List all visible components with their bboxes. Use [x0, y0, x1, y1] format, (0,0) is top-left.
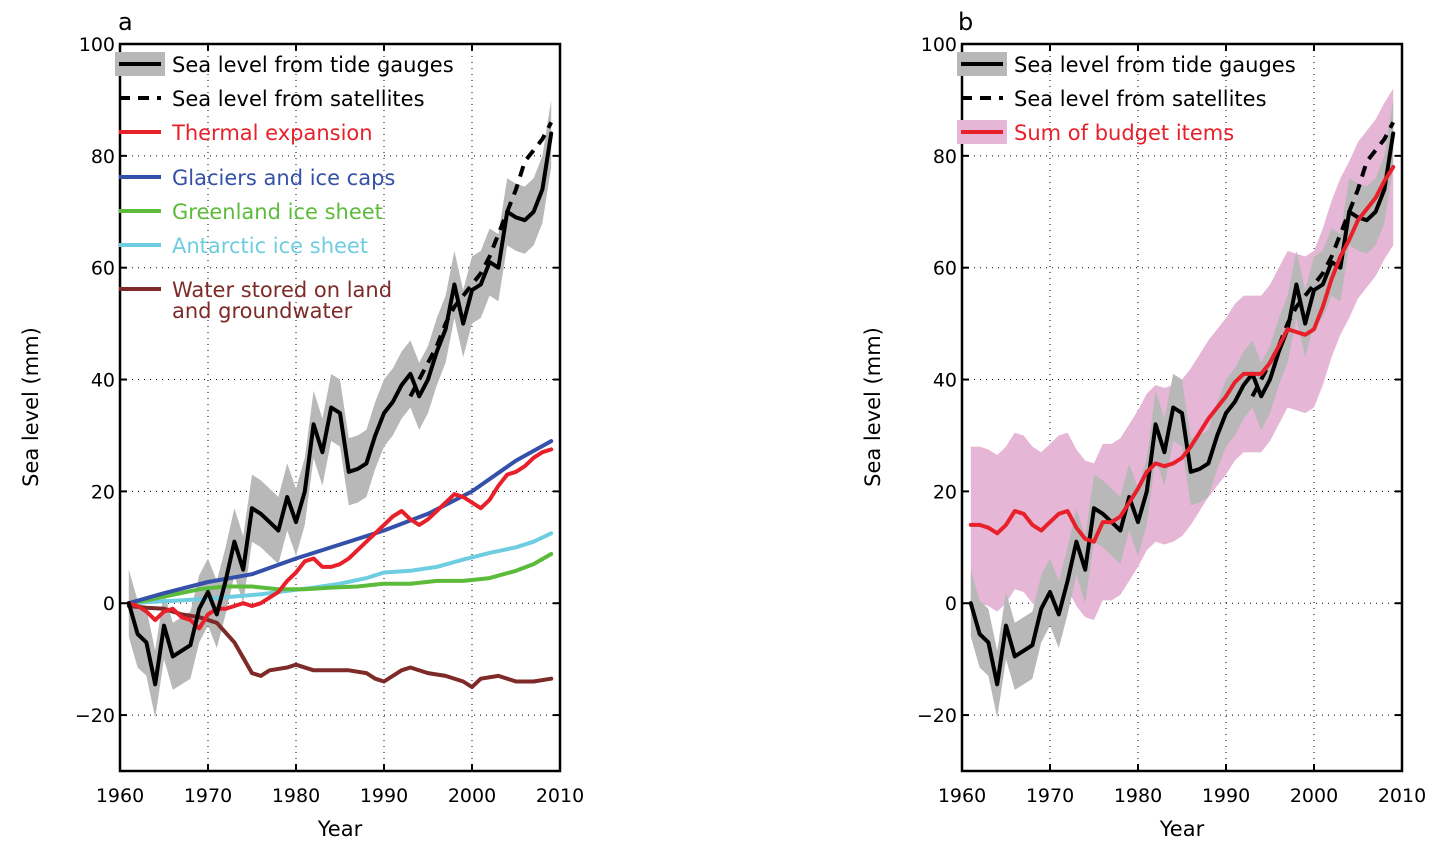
panel-b-y-tick-label: 0 — [945, 593, 957, 615]
panel-a-ticks: 1960 1970 1980 1990 2000 2010 −20 0 20 40 60 80 100 — [75, 34, 584, 807]
panel-b-series-line-2 — [968, 165, 1396, 544]
panel-b-y-tick-label: 40 — [933, 370, 957, 392]
panel-b-x-tick-label: 1990 — [1202, 785, 1250, 807]
panel-b-y-axis-label: Sea level (mm) — [861, 327, 885, 487]
panel-b-series-line-0 — [968, 131, 1396, 687]
panel-b-bands — [970, 88, 1394, 718]
panel-a-legend-label: Sea level from satellites — [172, 87, 425, 111]
panel-a-x-tick-label: 1980 — [272, 785, 320, 807]
panel-a-band-0 — [128, 99, 552, 718]
panel-a-y-tick-label: 0 — [103, 593, 115, 615]
panel-a-legend: Sea level from tide gauges Sea level from… — [115, 52, 454, 323]
panel-a-bands — [128, 99, 552, 718]
panel-b-y-tick-label: 20 — [933, 481, 957, 503]
panel-b-series-line-1 — [1250, 121, 1395, 398]
panel-b-y-tick-label: 80 — [933, 146, 957, 168]
panel-a-y-tick-label: 80 — [91, 146, 115, 168]
panel-a-label: a — [118, 8, 133, 36]
panel-a-x-tick-label: 1990 — [360, 785, 408, 807]
panel-a-series-line-3 — [126, 439, 554, 606]
panel-b-x-tick-label: 2000 — [1290, 785, 1338, 807]
panel-b-label: b — [958, 8, 973, 36]
panel-a-legend-label: Thermal expansion — [171, 121, 373, 145]
panel-a-legend-label: Sea level from tide gauges — [172, 53, 454, 77]
panel-a-series-line-2 — [126, 447, 554, 631]
panel-a: 1960 1970 1980 1990 2000 2010−20020406080100 … — [19, 8, 584, 841]
panel-b-band-2 — [970, 88, 1394, 621]
panel-a-legend-label: and groundwater — [172, 299, 353, 323]
panel-a-y-tick-label: 100 — [79, 34, 115, 56]
panel-b-x-tick-label: 1980 — [1114, 785, 1162, 807]
panel-a-y-axis-label: Sea level (mm) — [19, 327, 43, 487]
panel-a-y-tick-label: 20 — [91, 481, 115, 503]
panel-a-x-tick-label: 2000 — [448, 785, 496, 807]
panel-b-x-tick-label: 1960 — [938, 785, 986, 807]
panel-a-series-line-6 — [126, 604, 554, 690]
panel-a-frame — [118, 42, 562, 773]
panel-a-series-line-1 — [408, 121, 553, 398]
panel-a-lines — [126, 121, 554, 690]
panel-b-frame — [960, 42, 1404, 773]
panel-a-x-axis-label: Year — [317, 817, 363, 841]
panel-a-legend-label: Greenland ice sheet — [172, 200, 383, 224]
panel-b-y-tick-label: −20 — [917, 705, 957, 727]
panel-a-legend-label: Glaciers and ice caps — [172, 166, 395, 190]
panel-b-x-axis-label: Year — [1159, 817, 1205, 841]
panel-b-ticks: 1960 1970 1980 1990 2000 2010 −20 0 20 40 60 80 100 — [917, 34, 1426, 807]
panel-a-y-tick-label: 60 — [91, 258, 115, 280]
panel-a-y-tick-label: −20 — [75, 705, 115, 727]
panel-b-x-tick-label: 2010 — [1378, 785, 1426, 807]
panel-a-y-tick-label: 40 — [91, 370, 115, 392]
panel-b-y-tick-label: 100 — [921, 34, 957, 56]
panel-a-legend-label: Water stored on land — [172, 278, 392, 302]
panel-b-legend-label: Sea level from tide gauges — [1014, 53, 1296, 77]
panel-b-legend: Sea level from tide gauges Sea level from… — [957, 52, 1296, 145]
panel-a-x-tick-label: 1960 — [96, 785, 144, 807]
panel-a-x-tick-label: 1970 — [184, 785, 232, 807]
panel-a-series-line-4 — [126, 552, 554, 606]
panel-a-x-tick-label: 2010 — [536, 785, 584, 807]
panel-b: 1960 1970 1980 1990 2000 2010−20020406080100 … — [861, 8, 1426, 841]
panel-a-series-line-0 — [126, 131, 554, 687]
panel-b-y-tick-label: 60 — [933, 258, 957, 280]
panel-b-band-0 — [970, 99, 1394, 718]
panel-b-legend-label: Sea level from satellites — [1014, 87, 1267, 111]
panel-b-legend-label: Sum of budget items — [1014, 121, 1234, 145]
panel-b-lines — [968, 121, 1396, 687]
panel-b-x-tick-label: 1970 — [1026, 785, 1074, 807]
panel-a-legend-label: Antarctic ice sheet — [172, 234, 368, 258]
